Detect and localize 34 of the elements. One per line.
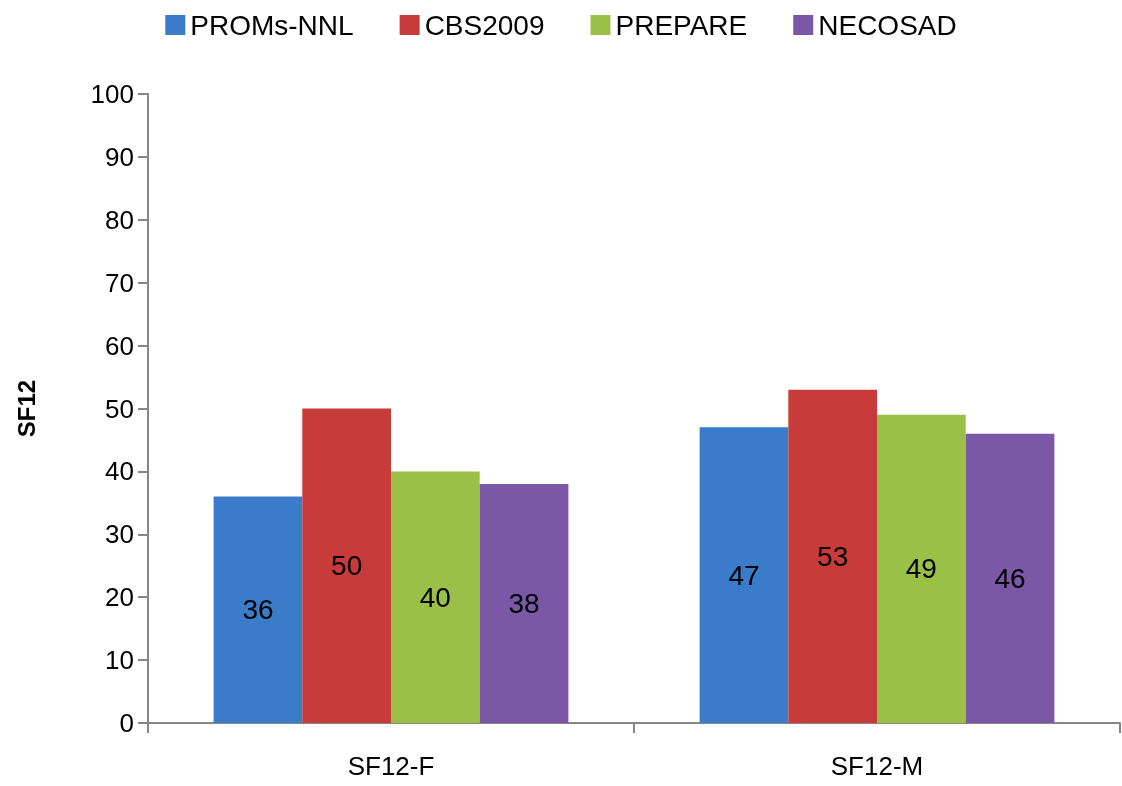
y-tick-label: 30 (105, 519, 134, 550)
data-label: 53 (817, 540, 849, 572)
legend-label: NECOSAD (818, 9, 957, 41)
y-tick-label: 20 (105, 582, 134, 613)
bar (877, 414, 966, 723)
y-tick-label: 60 (105, 330, 134, 361)
legend-label: CBS2009 (424, 9, 545, 41)
legend-label: PROMs-NNL (190, 9, 354, 41)
bar (699, 427, 789, 723)
y-tick-label: 0 (119, 708, 134, 738)
x-tick-label: SF12-F (347, 751, 435, 781)
y-tick-label: 70 (105, 267, 134, 298)
data-label: 50 (331, 550, 363, 582)
y-tick-label: 80 (105, 204, 134, 235)
bar (213, 496, 303, 723)
bar (788, 389, 877, 723)
y-tick-label: 90 (105, 141, 134, 172)
y-tick-label: 10 (105, 645, 134, 676)
bar (479, 483, 569, 723)
data-label: 49 (905, 553, 937, 585)
bar (302, 408, 391, 723)
y-tick-label: 40 (105, 456, 134, 487)
legend-label: PREPARE (615, 9, 748, 41)
bar (391, 471, 480, 723)
x-tick-label: SF12-M (830, 751, 924, 781)
bar (965, 433, 1055, 723)
y-tick-label: 100 (90, 79, 134, 109)
data-label: 38 (508, 587, 540, 619)
data-label: 46 (994, 562, 1026, 594)
data-label: 40 (419, 581, 451, 613)
data-label: 36 (242, 594, 274, 626)
y-axis-title: SF12 (12, 379, 40, 438)
y-tick-label: 50 (105, 393, 134, 424)
data-label: 47 (728, 559, 760, 591)
